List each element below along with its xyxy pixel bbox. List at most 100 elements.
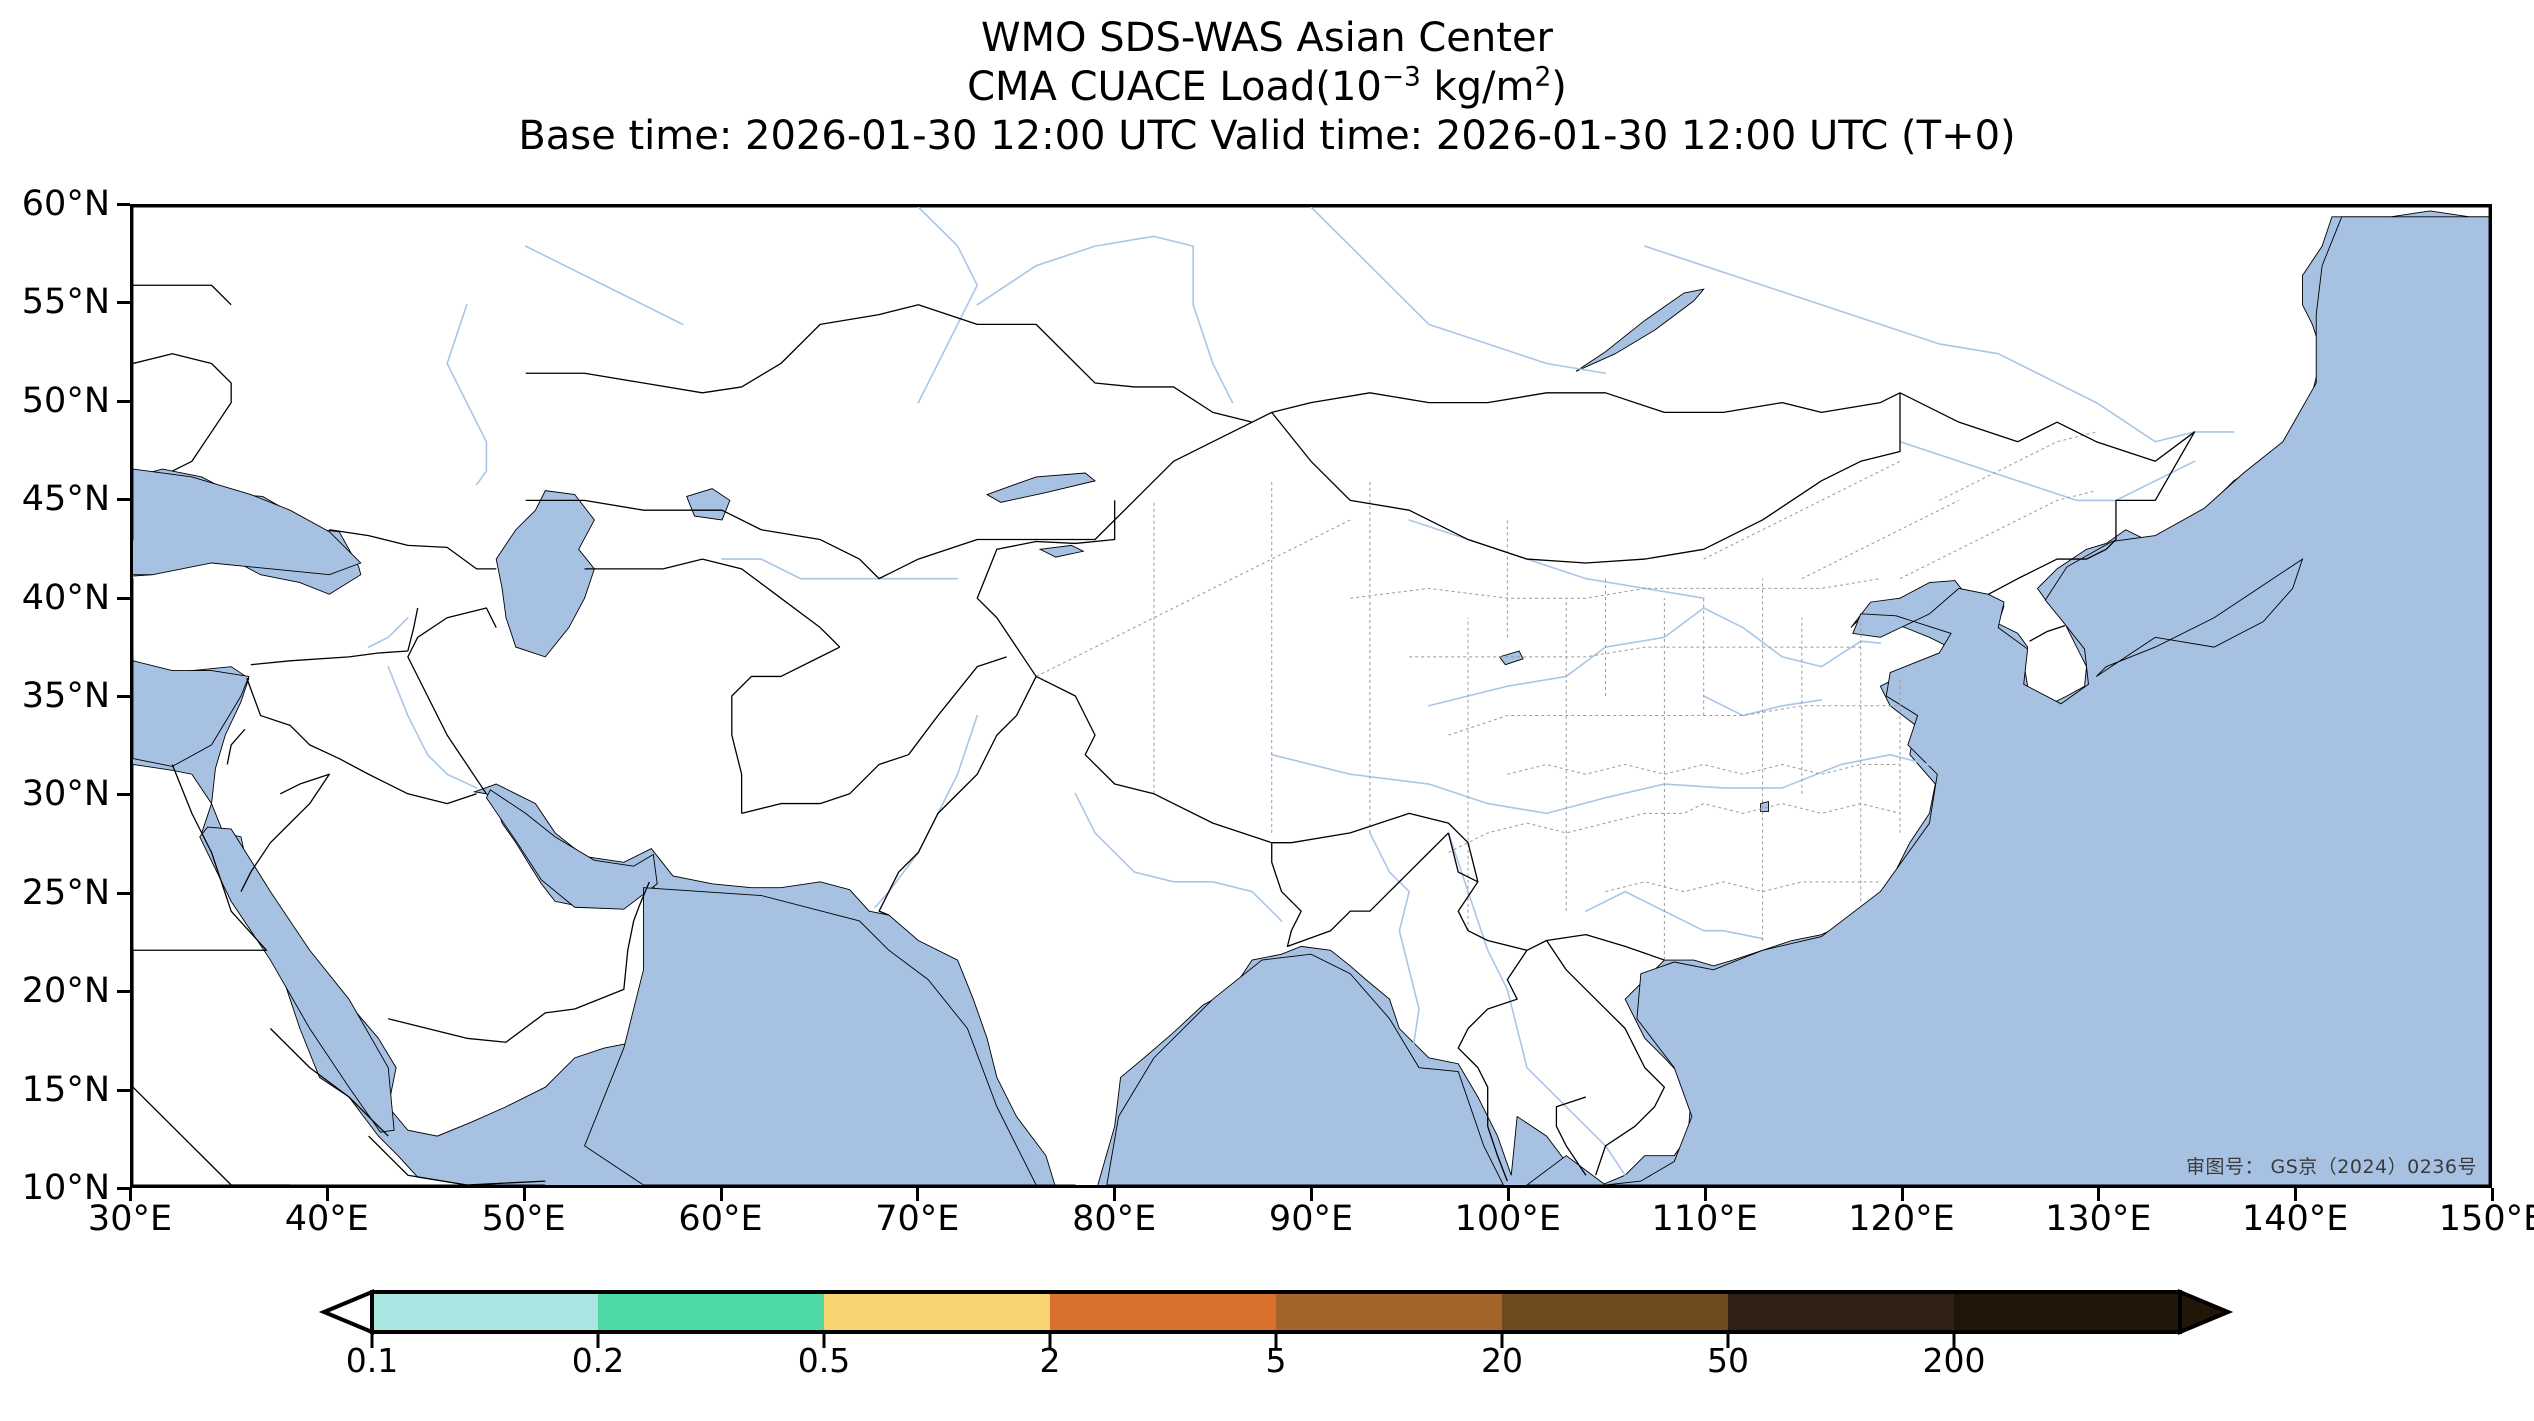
colorbar-band[interactable] [1502, 1292, 1729, 1332]
river-path [1586, 892, 1763, 939]
colorbar-band[interactable] [372, 1292, 599, 1332]
title-variable-close-paren: ) [1551, 64, 1567, 110]
colorbar-tick-label: 2 [1039, 1341, 1061, 1380]
river-path [1429, 608, 1881, 706]
title-line-times: Base time: 2026-01-30 12:00 UTC Valid ti… [518, 113, 2016, 159]
water-body-polygon [1499, 651, 1523, 665]
country-border-path [251, 651, 408, 665]
colorbar-band[interactable] [1276, 1292, 1503, 1332]
longitude-tick-mark [129, 1188, 132, 1201]
country-border-path [879, 676, 1036, 915]
longitude-tick-mark [1900, 1188, 1904, 1201]
colorbar-band[interactable] [1728, 1292, 1955, 1332]
country-border-path [247, 678, 477, 803]
latitude-tick-mark [117, 399, 130, 403]
longitude-tick-label: 40°E [284, 1199, 369, 1239]
country-border-path [133, 950, 290, 1185]
colorbar-band[interactable] [1050, 1292, 1277, 1332]
water-body-polygon [1527, 217, 2489, 1185]
longitude-tick-mark [1703, 1188, 1707, 1201]
longitude-tick-mark [1506, 1188, 1510, 1201]
latitude-tick-mark [117, 498, 130, 502]
country-border-path [742, 657, 1007, 813]
latitude-tick-mark [117, 1187, 130, 1190]
country-border-path [732, 647, 840, 813]
longitude-tick-mark [522, 1188, 526, 1201]
longitude-tick-mark [2294, 1188, 2298, 1201]
longitude-tick-label: 70°E [875, 1199, 960, 1239]
province-boundary-path [1409, 647, 1861, 657]
province-boundary-path [1350, 579, 1880, 599]
colorbar-under-arrow [318, 1289, 374, 1335]
latitude-tick-mark [117, 203, 130, 206]
latitude-tick-mark [117, 596, 130, 600]
water-body-polygon [1040, 545, 1083, 557]
colorbar-swatches [318, 1289, 2234, 1348]
latitude-tick-label: 20°N [21, 971, 110, 1012]
latitude-tick-label: 25°N [21, 872, 110, 913]
water-body-polygon [133, 652, 249, 766]
longitude-tick-label: 140°E [2241, 1199, 2349, 1239]
province-boundary-path [1939, 432, 2096, 500]
river-lines [369, 207, 2234, 1175]
title-line-center-name: WMO SDS-WAS Asian Center [980, 15, 1553, 61]
colorbar[interactable]: 0.1 0.2 0.5 2 5 20 50 200 [0, 1278, 2534, 1418]
country-border-path [1547, 941, 1665, 1176]
country-border-path [585, 559, 840, 647]
colorbar-over-arrow [2178, 1289, 2234, 1335]
latitude-tick-label: 55°N [21, 282, 110, 323]
water-body-polygon [1576, 289, 1704, 371]
colorbar-band[interactable] [1954, 1292, 2181, 1332]
river-path [1409, 520, 1704, 598]
latitude-tick-mark [117, 891, 130, 895]
longitude-tick-mark [2097, 1188, 2101, 1201]
colorbar-tick-label: 200 [1922, 1341, 1986, 1380]
province-boundary-path [1448, 706, 1900, 735]
map-geography [133, 207, 2489, 1185]
country-border-path [1556, 1097, 1585, 1175]
country-border-path [133, 354, 231, 471]
colorbar-tick-label: 0.1 [345, 1341, 399, 1380]
colorbar-tick-label: 5 [1265, 1341, 1287, 1380]
province-boundary-path [1802, 500, 1959, 578]
latitude-tick-mark [117, 990, 130, 994]
longitude-tick-mark [325, 1188, 329, 1201]
province-boundary-path [1507, 764, 1900, 774]
colorbar-tick-label: 20 [1481, 1341, 1523, 1380]
country-border-path [1448, 833, 1477, 882]
colorbar-band[interactable] [598, 1292, 825, 1332]
water-body-polygon [2096, 559, 2302, 676]
longitude-tick-label: 60°E [678, 1199, 763, 1239]
water-body-polygon [1761, 802, 1769, 812]
river-path [1900, 442, 2195, 501]
river-path [722, 559, 958, 579]
river-path [1645, 246, 2234, 442]
river-path [879, 207, 977, 403]
country-border-path [1272, 393, 1900, 563]
colorbar-tick-label: 0.2 [571, 1341, 625, 1380]
longitude-tick-label: 100°E [1454, 1199, 1562, 1239]
title-line-variable: CMA CUACE Load(10−3 kg/m2) [0, 63, 2534, 112]
longitude-tick-label: 130°E [2045, 1199, 2152, 1239]
longitude-tick-label: 50°E [481, 1199, 566, 1239]
province-boundary-path [1036, 520, 1350, 676]
latitude-tick-label: 45°N [21, 479, 110, 520]
longitude-tick-label: 120°E [1848, 1199, 1955, 1239]
water-body-polygon [687, 489, 730, 520]
country-border-path [977, 500, 1664, 960]
river-path [526, 246, 683, 324]
country-border-path [526, 305, 1272, 422]
colorbar-band[interactable] [824, 1292, 1051, 1332]
longitude-tick-label: 150°E [2438, 1199, 2534, 1239]
latitude-tick-label: 15°N [21, 1069, 110, 1110]
country-border-path [369, 1136, 546, 1185]
country-border-path [241, 774, 329, 891]
river-path [369, 618, 408, 647]
latitude-tick-label: 60°N [21, 184, 110, 224]
water-body-polygon [585, 888, 1076, 1185]
latitude-tick-label: 35°N [21, 676, 110, 716]
water-body-polygon [200, 827, 394, 1132]
province-boundaries [1036, 432, 2096, 960]
title-variable-exponent: −3 [1381, 61, 1421, 93]
map-plot-area[interactable]: 审图号： GS京（2024）0236号 [130, 204, 2492, 1188]
